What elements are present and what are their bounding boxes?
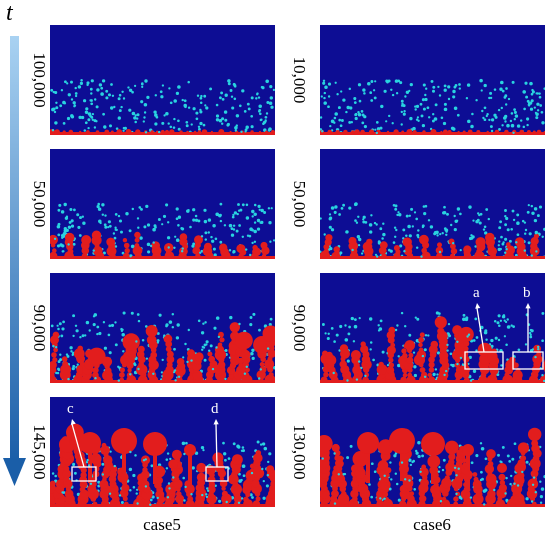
panel-case5-step1 xyxy=(49,25,276,135)
case-label-case6: case6 xyxy=(413,515,451,534)
panel-case6-step4 xyxy=(315,397,547,510)
step-label-case6-4: 130,000 xyxy=(290,424,309,480)
simulation-field xyxy=(49,25,276,135)
simulation-field xyxy=(48,149,276,261)
simulation-field xyxy=(318,25,546,135)
annotation-label-d: d xyxy=(211,401,219,417)
simulation-field xyxy=(315,397,547,510)
step-label-case5-4: 145,000 xyxy=(30,424,49,480)
simulation-field xyxy=(318,149,547,262)
panel-case5-step3 xyxy=(48,273,279,386)
step-label-case6-1: 10,000 xyxy=(290,56,309,104)
step-label-case5-1: 100,000 xyxy=(30,52,49,108)
panel-case6-step2 xyxy=(318,149,547,262)
simulation-field xyxy=(48,273,279,386)
step-label-case5-2: 50,000 xyxy=(30,180,49,228)
step-label-case6-3: 90,000 xyxy=(290,304,309,352)
annotation-label-a: a xyxy=(473,285,480,301)
panel-case6-step1 xyxy=(318,25,546,135)
time-axis-label: t xyxy=(6,0,13,26)
time-arrow xyxy=(3,36,26,486)
annotation-label-c: c xyxy=(67,401,74,417)
annotation-label-b: b xyxy=(523,285,531,301)
step-label-case5-3: 90,000 xyxy=(30,304,49,352)
panel-case5-step2 xyxy=(48,149,276,261)
case-label-case5: case5 xyxy=(143,515,181,534)
step-label-case6-2: 50,000 xyxy=(290,180,309,228)
